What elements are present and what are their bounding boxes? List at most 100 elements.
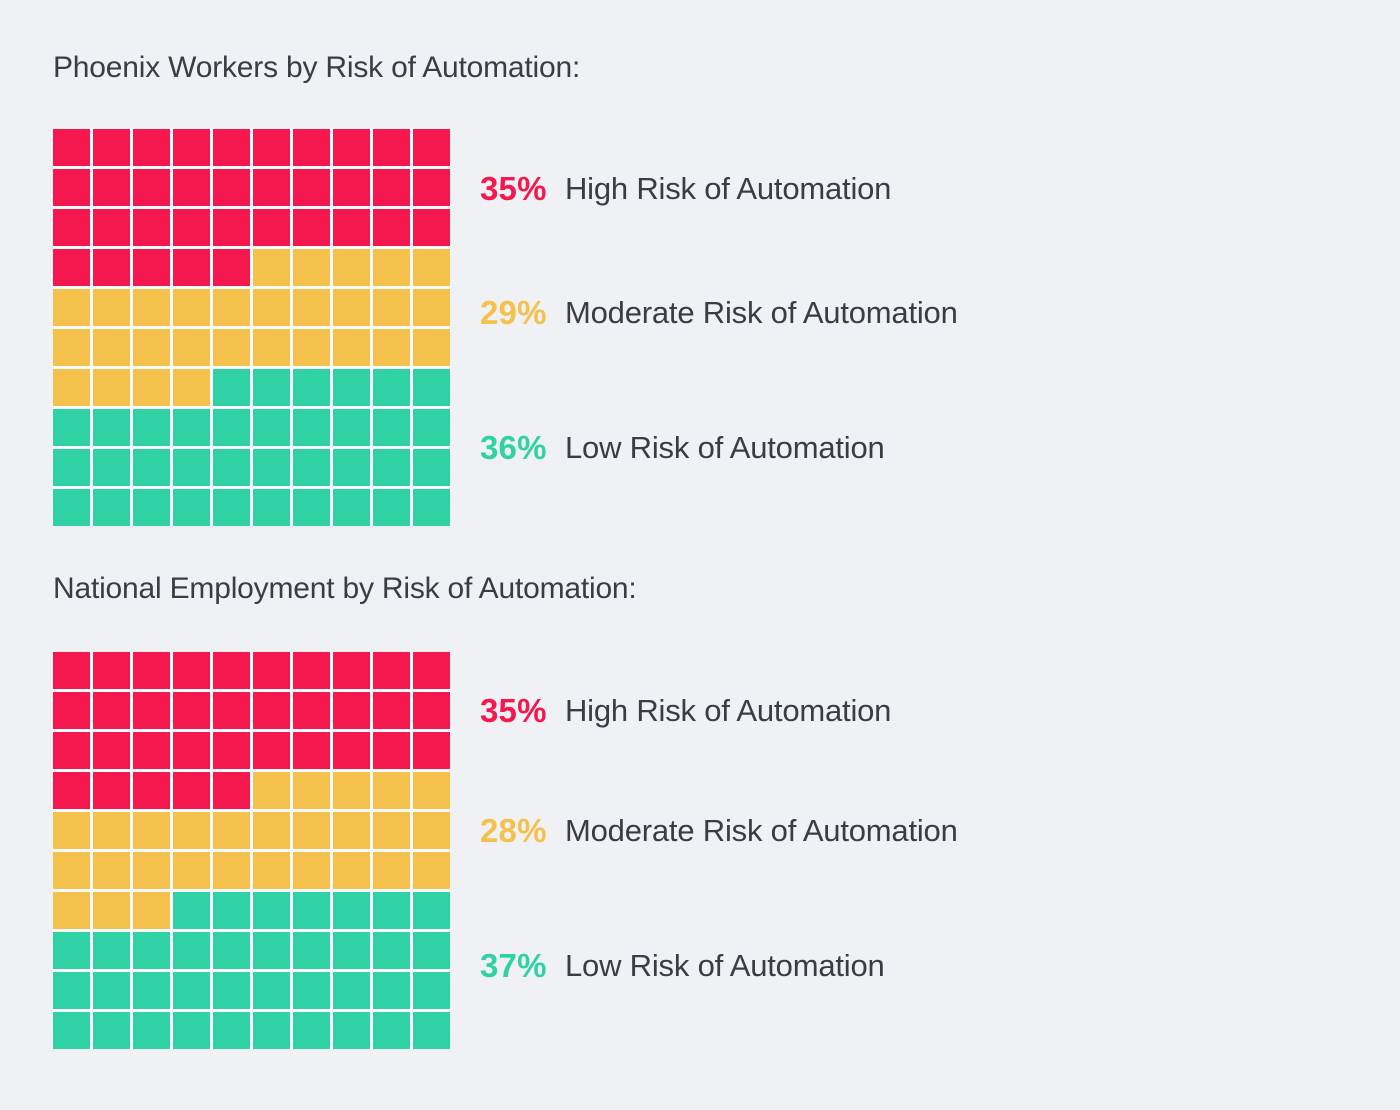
waffle-cell [213, 209, 250, 246]
waffle-cell [213, 129, 250, 166]
waffle-cell [93, 409, 130, 446]
legend-percent: 37% [480, 947, 547, 984]
legend-label: High Risk of Automation [565, 171, 892, 206]
waffle-cell [413, 169, 450, 206]
waffle-cell [253, 329, 290, 366]
waffle-cell [413, 1012, 450, 1049]
waffle-cell [53, 932, 90, 969]
waffle-cell [333, 489, 370, 526]
waffle-cell [173, 652, 210, 689]
waffle-cell [93, 209, 130, 246]
waffle-cell [413, 932, 450, 969]
waffle-cell [253, 409, 290, 446]
waffle-cell [293, 1012, 330, 1049]
waffle-cell [93, 169, 130, 206]
waffle-cell [253, 732, 290, 769]
waffle-cell [413, 692, 450, 729]
waffle-cell [173, 409, 210, 446]
waffle-cell [333, 692, 370, 729]
waffle-cell [93, 489, 130, 526]
waffle-cell [253, 1012, 290, 1049]
waffle-cell [93, 652, 130, 689]
waffle-cell [373, 1012, 410, 1049]
waffle-cell [373, 732, 410, 769]
legend-label: Low Risk of Automation [565, 430, 885, 465]
waffle-cell [213, 249, 250, 286]
waffle-cell [253, 169, 290, 206]
waffle-cell [53, 692, 90, 729]
waffle-cell [293, 129, 330, 166]
waffle-cell [333, 209, 370, 246]
waffle-cell [53, 369, 90, 406]
waffle-cell [173, 1012, 210, 1049]
waffle-cell [93, 1012, 130, 1049]
legend-percent: 35% [480, 170, 547, 207]
waffle-cell [133, 1012, 170, 1049]
waffle-cell [53, 1012, 90, 1049]
waffle-cell [133, 409, 170, 446]
waffle-cell [293, 652, 330, 689]
waffle-cell [373, 249, 410, 286]
waffle-cell [133, 289, 170, 326]
waffle-cell [253, 652, 290, 689]
waffle-cell [253, 772, 290, 809]
waffle-cell [333, 329, 370, 366]
legend-percent: 35% [480, 692, 547, 729]
waffle-cell [173, 772, 210, 809]
waffle-cell [133, 892, 170, 929]
waffle-cell [253, 489, 290, 526]
waffle-cell [373, 409, 410, 446]
waffle-cell [93, 449, 130, 486]
waffle-cell [333, 1012, 370, 1049]
waffle-cell [53, 449, 90, 486]
waffle-cell [413, 812, 450, 849]
waffle-cell [53, 409, 90, 446]
waffle-cell [413, 489, 450, 526]
phoenix-legend-item-high-risk: 35% High Risk of Automation [480, 169, 891, 209]
waffle-cell [373, 329, 410, 366]
waffle-cell [173, 369, 210, 406]
waffle-cell [293, 329, 330, 366]
waffle-cell [333, 972, 370, 1009]
waffle-cell [253, 932, 290, 969]
waffle-cell [253, 852, 290, 889]
waffle-cell [213, 852, 250, 889]
waffle-cell [53, 652, 90, 689]
waffle-cell [413, 772, 450, 809]
waffle-cell [293, 932, 330, 969]
waffle-cell [293, 892, 330, 929]
waffle-cell [173, 972, 210, 1009]
waffle-cell [373, 692, 410, 729]
waffle-cell [53, 209, 90, 246]
waffle-cell [373, 932, 410, 969]
waffle-cell [133, 692, 170, 729]
legend-label: Low Risk of Automation [565, 948, 885, 983]
waffle-cell [213, 369, 250, 406]
national-legend-item-high-risk: 35% High Risk of Automation [480, 691, 891, 731]
waffle-cell [253, 812, 290, 849]
phoenix-legend-item-moderate-risk: 29% Moderate Risk of Automation [480, 293, 958, 333]
waffle-cell [173, 932, 210, 969]
waffle-cell [133, 812, 170, 849]
waffle-cell [53, 732, 90, 769]
waffle-cell [413, 409, 450, 446]
waffle-cell [133, 772, 170, 809]
waffle-cell [93, 369, 130, 406]
national-legend-item-moderate-risk: 28% Moderate Risk of Automation [480, 811, 958, 851]
waffle-cell [293, 732, 330, 769]
waffle-cell [373, 369, 410, 406]
waffle-cell [333, 169, 370, 206]
waffle-cell [133, 369, 170, 406]
waffle-cell [173, 289, 210, 326]
waffle-cell [93, 972, 130, 1009]
waffle-cell [173, 489, 210, 526]
waffle-cell [53, 772, 90, 809]
waffle-cell [53, 812, 90, 849]
phoenix-chart-title: Phoenix Workers by Risk of Automation: [53, 51, 581, 84]
waffle-cell [93, 812, 130, 849]
waffle-cell [413, 449, 450, 486]
waffle-cell [373, 892, 410, 929]
waffle-cell [53, 972, 90, 1009]
waffle-cell [333, 369, 370, 406]
waffle-cell [333, 449, 370, 486]
